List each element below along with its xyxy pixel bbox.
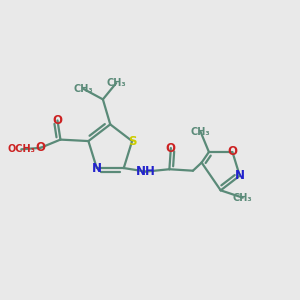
Text: CH₃: CH₃ [191,127,211,137]
Text: CH₃: CH₃ [74,84,94,94]
Text: O: O [227,146,237,158]
Text: O: O [35,141,45,154]
Text: S: S [128,135,136,148]
Text: OCH₃: OCH₃ [7,144,35,154]
Text: CH₃: CH₃ [106,78,126,88]
Text: O: O [52,114,62,127]
Text: N: N [235,169,245,182]
Text: CH₃: CH₃ [233,193,253,203]
Text: O: O [166,142,176,154]
Text: NH: NH [136,165,156,178]
Text: N: N [92,162,102,175]
